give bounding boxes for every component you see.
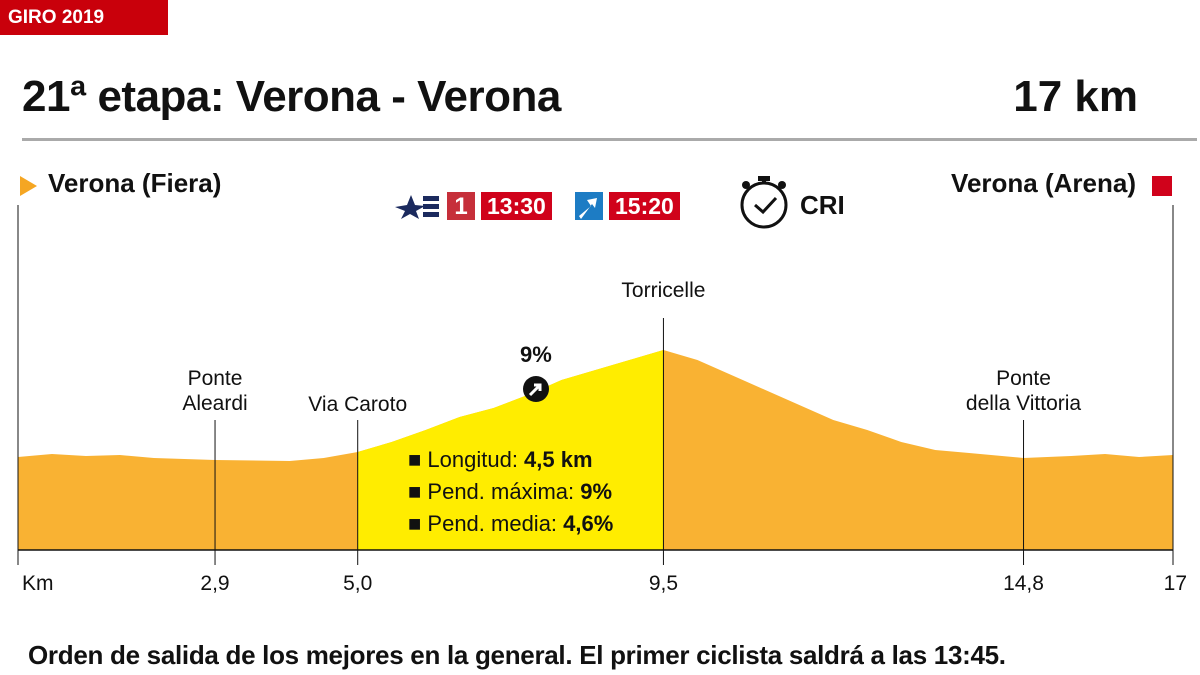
x-tick-label: 17 — [1163, 572, 1188, 595]
finish-place: Verona (Arena) — [951, 168, 1136, 198]
info-label: Pend. máxima: — [427, 479, 581, 504]
landmark-name: Ponte — [996, 367, 1051, 390]
start-place: Verona (Fiera) — [48, 168, 222, 198]
climb-area — [357, 350, 664, 550]
climb-max-gradient: ■ Pend. máxima: 9% — [408, 476, 613, 508]
info-value: 9% — [580, 479, 613, 504]
broadcast-time-1: 13:30 — [481, 192, 552, 220]
race-tag: GIRO 2019 — [0, 0, 168, 35]
x-tick-label: 9,5 — [648, 572, 679, 595]
info-value: 4,5 km — [524, 447, 593, 472]
x-axis-label: Km — [22, 572, 54, 595]
stage-distance: 17 km — [1013, 72, 1138, 121]
teledeporte-logo-icon — [575, 192, 603, 220]
tv-broadcast-2: 15:20 — [575, 192, 680, 220]
climb-avg-gradient: ■ Pend. media: 4,6% — [408, 508, 613, 540]
landmark-name: Ponte — [187, 367, 243, 390]
channel-1-icon: 1 — [447, 192, 475, 220]
divider — [22, 138, 1197, 141]
climb-length: ■ Longitud: 4,5 km — [408, 444, 613, 476]
start-marker-icon — [20, 176, 37, 196]
stopwatch-icon — [740, 176, 788, 229]
bullet: ■ — [408, 511, 428, 536]
x-tick-label: 2,9 — [200, 572, 230, 595]
x-tick-label: 5,0 — [343, 572, 373, 595]
info-value: 4,6% — [563, 511, 614, 536]
climb-gradient-label: 9% — [520, 342, 552, 367]
landmark-name: Torricelle — [621, 279, 706, 302]
stage-type: CRI — [800, 190, 845, 220]
finish-marker-icon — [1152, 176, 1172, 196]
landmark-name-2: Aleardi — [182, 392, 248, 415]
x-tick-label: 14,8 — [1003, 572, 1044, 595]
bullet: ■ — [408, 447, 428, 472]
info-label: Pend. media: — [427, 511, 564, 536]
landmark-label: Ponte della Vittoria — [966, 366, 1081, 416]
footer-note: Orden de salida de los mejores en la gen… — [28, 640, 1006, 670]
climb-info: ■ Longitud: 4,5 km ■ Pend. máxima: 9% ■ … — [408, 444, 613, 540]
tv-broadcast-1: 1 13:30 — [395, 192, 552, 220]
landmark-label: Ponte Aleardi — [182, 366, 247, 416]
landmark-name-2: della Vittoria — [965, 392, 1082, 415]
eurosport-logo-icon — [395, 195, 439, 219]
landmark-label: Torricelle — [621, 278, 705, 303]
landmark-label: Via Caroto — [308, 392, 407, 417]
landmark-name: Via Caroto — [308, 393, 408, 416]
info-label: Longitud: — [427, 447, 525, 472]
broadcast-time-2: 15:20 — [609, 192, 680, 220]
bullet: ■ — [408, 479, 428, 504]
climb-arrow-icon — [523, 376, 549, 402]
stage-title: 21ª etapa: Verona - Verona — [22, 72, 561, 121]
